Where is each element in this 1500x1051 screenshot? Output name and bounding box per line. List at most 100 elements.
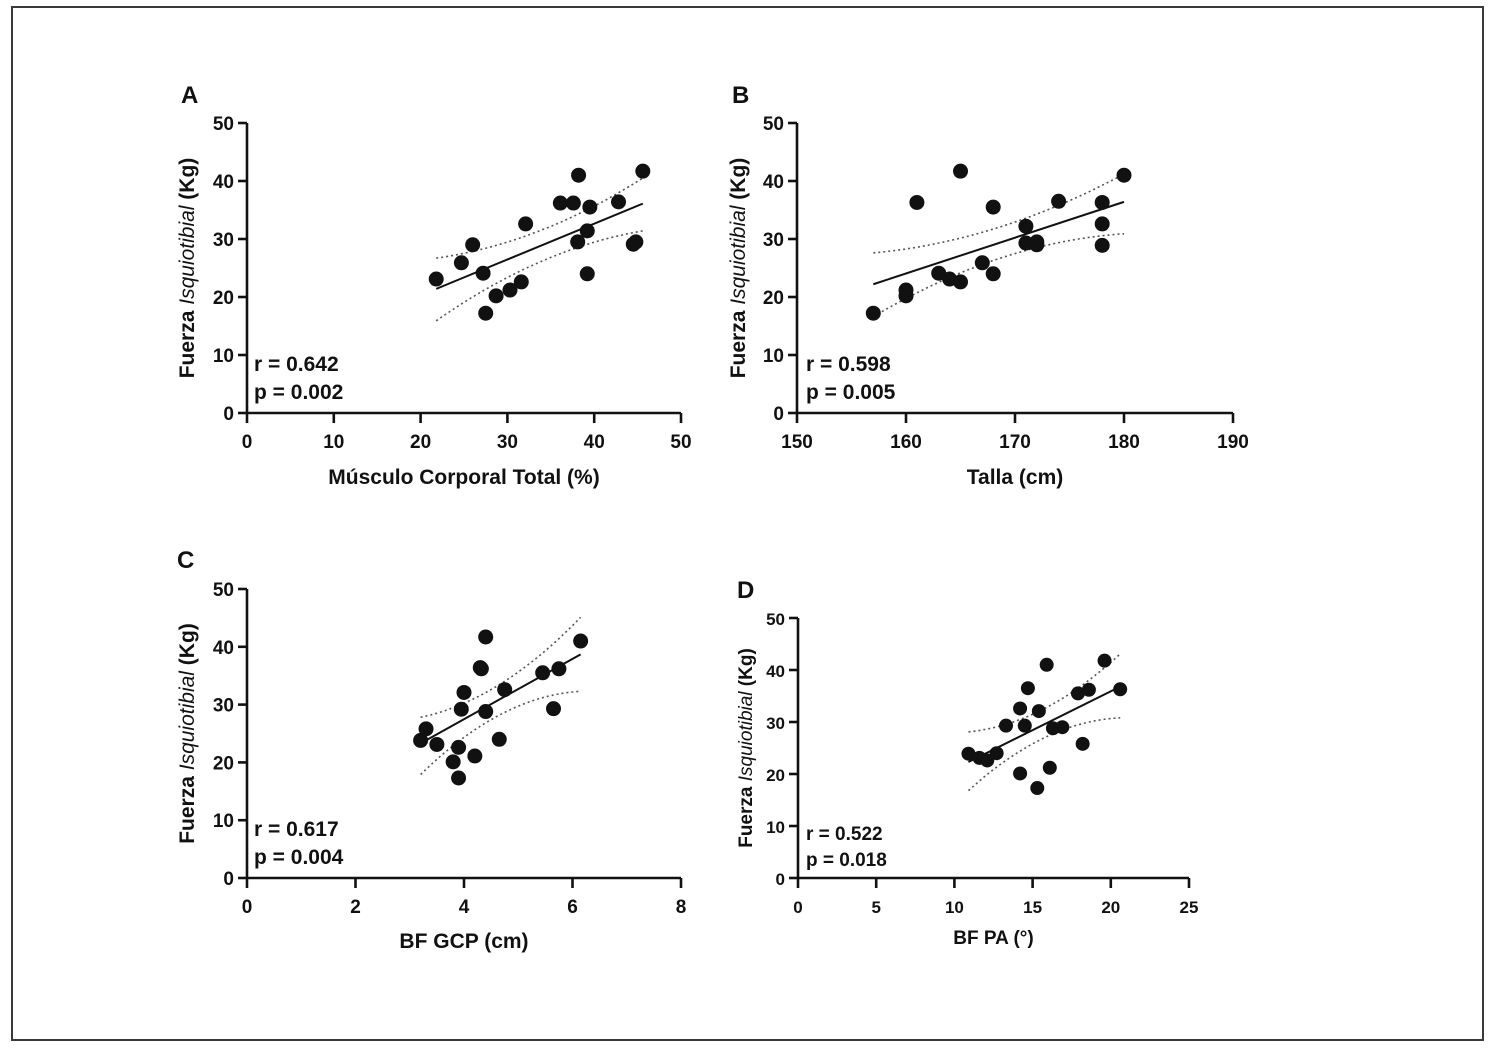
data-point — [502, 282, 518, 298]
y-axis-title: Fuerza Isquiotibial (Kg) — [176, 158, 199, 379]
y-tick-label: 0 — [776, 870, 785, 889]
data-point — [961, 746, 976, 761]
y-tick-label: 10 — [213, 811, 234, 832]
y-tick-label: 0 — [773, 404, 784, 425]
y-tick-label: 30 — [763, 230, 784, 251]
data-point — [1018, 218, 1034, 234]
data-point — [635, 163, 651, 179]
data-point — [1013, 766, 1028, 781]
y-tick-label: 20 — [763, 288, 784, 309]
data-point — [579, 223, 595, 239]
r-value: r = 0.642 — [254, 353, 339, 376]
y-tick-label: 50 — [213, 114, 234, 135]
y-tick-label: 0 — [223, 869, 234, 890]
data-point — [1055, 720, 1070, 735]
data-point — [582, 199, 598, 215]
data-point — [1081, 682, 1096, 697]
data-point — [1051, 193, 1067, 209]
y-axis-title-part: Fuerza — [176, 770, 199, 844]
data-point — [1030, 781, 1045, 796]
y-tick-label: 40 — [766, 662, 785, 681]
data-point — [546, 701, 562, 717]
x-tick-label: 40 — [584, 432, 605, 453]
data-point — [1029, 234, 1045, 250]
panel-letter: B — [732, 82, 749, 109]
y-tick-label: 50 — [213, 580, 234, 601]
y-tick-label: 40 — [763, 172, 784, 193]
y-axis-title-part: Fuerza — [727, 305, 750, 379]
y-axis-title-part: Isquiotibial — [727, 204, 750, 305]
data-point — [628, 234, 644, 250]
data-point — [428, 271, 444, 287]
y-tick-label: 40 — [213, 638, 234, 659]
ci-upper-band — [968, 653, 1121, 733]
y-axis-title: Fuerza Isquiotibial (Kg) — [176, 623, 199, 844]
data-point — [497, 682, 513, 698]
y-tick-label: 30 — [213, 230, 234, 251]
y-axis-title-part: (Kg) — [727, 158, 750, 206]
y-tick-label: 20 — [213, 288, 234, 309]
r-value: r = 0.522 — [806, 824, 883, 845]
data-point — [611, 194, 627, 210]
p-value: p = 0.004 — [254, 846, 344, 869]
data-point — [1075, 736, 1090, 751]
data-point — [413, 732, 429, 748]
x-axis-title: Músculo Corporal Total (%) — [328, 466, 599, 489]
regression-line — [435, 202, 644, 290]
data-point — [571, 167, 587, 183]
data-point — [989, 746, 1004, 761]
x-tick-label: 20 — [1101, 898, 1120, 917]
r-value: r = 0.617 — [254, 818, 339, 841]
data-point — [513, 274, 529, 290]
data-point — [478, 305, 494, 321]
y-tick-label: 20 — [766, 766, 785, 785]
r-value: r = 0.598 — [806, 353, 891, 376]
y-tick-label: 50 — [766, 610, 785, 629]
y-axis-title: Fuerza Isquiotibial (Kg) — [727, 158, 750, 379]
data-point — [456, 684, 472, 700]
data-point — [467, 748, 483, 764]
y-axis-title-part: Isquiotibial — [736, 691, 757, 782]
p-value: p = 0.002 — [254, 381, 343, 404]
data-point — [1094, 237, 1110, 253]
y-tick-label: 50 — [763, 114, 784, 135]
x-axis-title: BF GCP (cm) — [399, 930, 528, 953]
data-point — [1017, 718, 1032, 733]
data-point — [1116, 167, 1132, 183]
data-point — [1031, 704, 1046, 719]
x-tick-label: 2 — [350, 897, 361, 918]
x-tick-label: 25 — [1180, 898, 1199, 917]
x-tick-label: 170 — [999, 432, 1031, 453]
data-point — [1097, 653, 1112, 668]
data-point — [974, 255, 990, 271]
x-tick-label: 8 — [676, 897, 687, 918]
y-tick-label: 40 — [213, 172, 234, 193]
data-point — [1094, 194, 1110, 210]
x-tick-label: 0 — [242, 897, 253, 918]
y-axis-title-part: Isquiotibial — [176, 670, 199, 771]
y-tick-label: 30 — [766, 714, 785, 733]
x-tick-label: 190 — [1217, 432, 1249, 453]
data-point — [475, 265, 491, 281]
data-point — [898, 282, 914, 298]
data-point — [1013, 701, 1028, 716]
x-tick-label: 0 — [793, 898, 802, 917]
panel-letter: D — [737, 577, 754, 604]
panel-letter: A — [181, 82, 198, 109]
y-axis-title: Fuerza Isquiotibial (Kg) — [736, 648, 757, 848]
x-axis-title: Talla (cm) — [967, 466, 1063, 489]
data-point — [1070, 686, 1085, 701]
x-tick-label: 30 — [497, 432, 518, 453]
data-point — [573, 633, 589, 649]
x-tick-label: 6 — [567, 897, 578, 918]
x-tick-label: 15 — [1023, 898, 1042, 917]
data-point — [865, 305, 881, 321]
data-point — [985, 266, 1001, 282]
y-tick-label: 20 — [213, 753, 234, 774]
data-point — [985, 199, 1001, 215]
ci-lower-band — [420, 690, 581, 776]
p-value: p = 0.005 — [806, 381, 896, 404]
panel-d: D 0 10 20 30 40 50 0 5 10 15 20 25 BF PA (°) Fuerza Is… — [736, 577, 1198, 949]
ci-lower-band — [435, 230, 643, 322]
